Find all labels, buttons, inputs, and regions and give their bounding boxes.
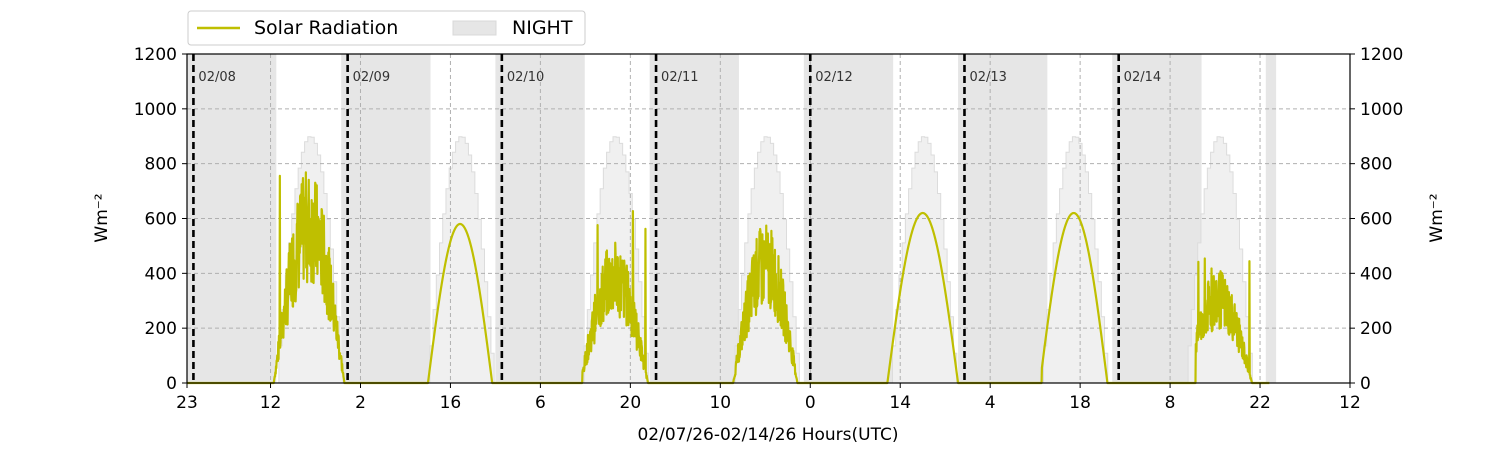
x-tick-label: 16 bbox=[440, 393, 462, 413]
y-tick-label-left: 800 bbox=[145, 155, 177, 175]
x-tick-label: 8 bbox=[1165, 393, 1176, 413]
clear-sky-envelope bbox=[426, 136, 495, 384]
y-tick-label-right: 200 bbox=[1360, 319, 1392, 339]
x-axis-label: 02/07/26-02/14/26 Hours(UTC) bbox=[637, 425, 898, 445]
x-tick-label: 22 bbox=[1249, 393, 1271, 413]
day-label: 02/10 bbox=[507, 70, 544, 85]
day-label: 02/12 bbox=[815, 70, 852, 85]
y-tick-label-left: 1000 bbox=[134, 100, 177, 120]
day-label: 02/09 bbox=[353, 70, 390, 85]
x-tick-label: 20 bbox=[620, 393, 642, 413]
y-tick-label-left: 1200 bbox=[134, 45, 177, 65]
y-tick-label-left: 0 bbox=[166, 374, 177, 394]
y-tick-label-right: 400 bbox=[1360, 264, 1392, 284]
x-tick-label: 12 bbox=[260, 393, 282, 413]
day-label: 02/14 bbox=[1124, 70, 1161, 85]
legend-night-label: NIGHT bbox=[512, 17, 573, 39]
day-label: 02/13 bbox=[969, 70, 1006, 85]
legend-solar-label: Solar Radiation bbox=[254, 17, 398, 39]
x-tick-label: 14 bbox=[889, 393, 911, 413]
grid-layer bbox=[187, 54, 1350, 383]
y-tick-label-left: 400 bbox=[145, 264, 177, 284]
x-tick-label: 18 bbox=[1069, 393, 1091, 413]
y-tick-label-right: 1200 bbox=[1360, 45, 1403, 65]
clear-sky-envelope bbox=[889, 136, 958, 384]
day-label: 02/08 bbox=[198, 70, 235, 85]
y-axis-label-right: Wm⁻² bbox=[1427, 193, 1447, 242]
y-tick-label-left: 600 bbox=[145, 210, 177, 230]
day-label: 02/11 bbox=[661, 70, 698, 85]
x-tick-label: 23 bbox=[176, 393, 198, 413]
y-tick-label-right: 0 bbox=[1360, 374, 1371, 394]
legend-box bbox=[187, 10, 586, 46]
legend: Solar Radiation NIGHT bbox=[187, 10, 586, 46]
night-band bbox=[1265, 54, 1277, 383]
legend-night-swatch bbox=[452, 20, 497, 36]
y-tick-label-right: 600 bbox=[1360, 210, 1392, 230]
x-tick-label: 10 bbox=[709, 393, 731, 413]
x-tick-label: 0 bbox=[805, 393, 816, 413]
y-tick-label-right: 1000 bbox=[1360, 100, 1403, 120]
clear-sky-envelope bbox=[1040, 136, 1109, 384]
y-tick-label-left: 200 bbox=[145, 319, 177, 339]
day-marker-layer: 02/08 02/09 02/10 02/11 02/12 02/13 02/14 bbox=[192, 54, 1161, 383]
y-tick-label-right: 800 bbox=[1360, 155, 1392, 175]
x-tick-label: 2 bbox=[355, 393, 366, 413]
x-tick-label: 12 bbox=[1339, 393, 1361, 413]
x-tick-label: 6 bbox=[535, 393, 546, 413]
x-tick-label: 4 bbox=[985, 393, 996, 413]
y-axis-label-left: Wm⁻² bbox=[92, 193, 112, 242]
